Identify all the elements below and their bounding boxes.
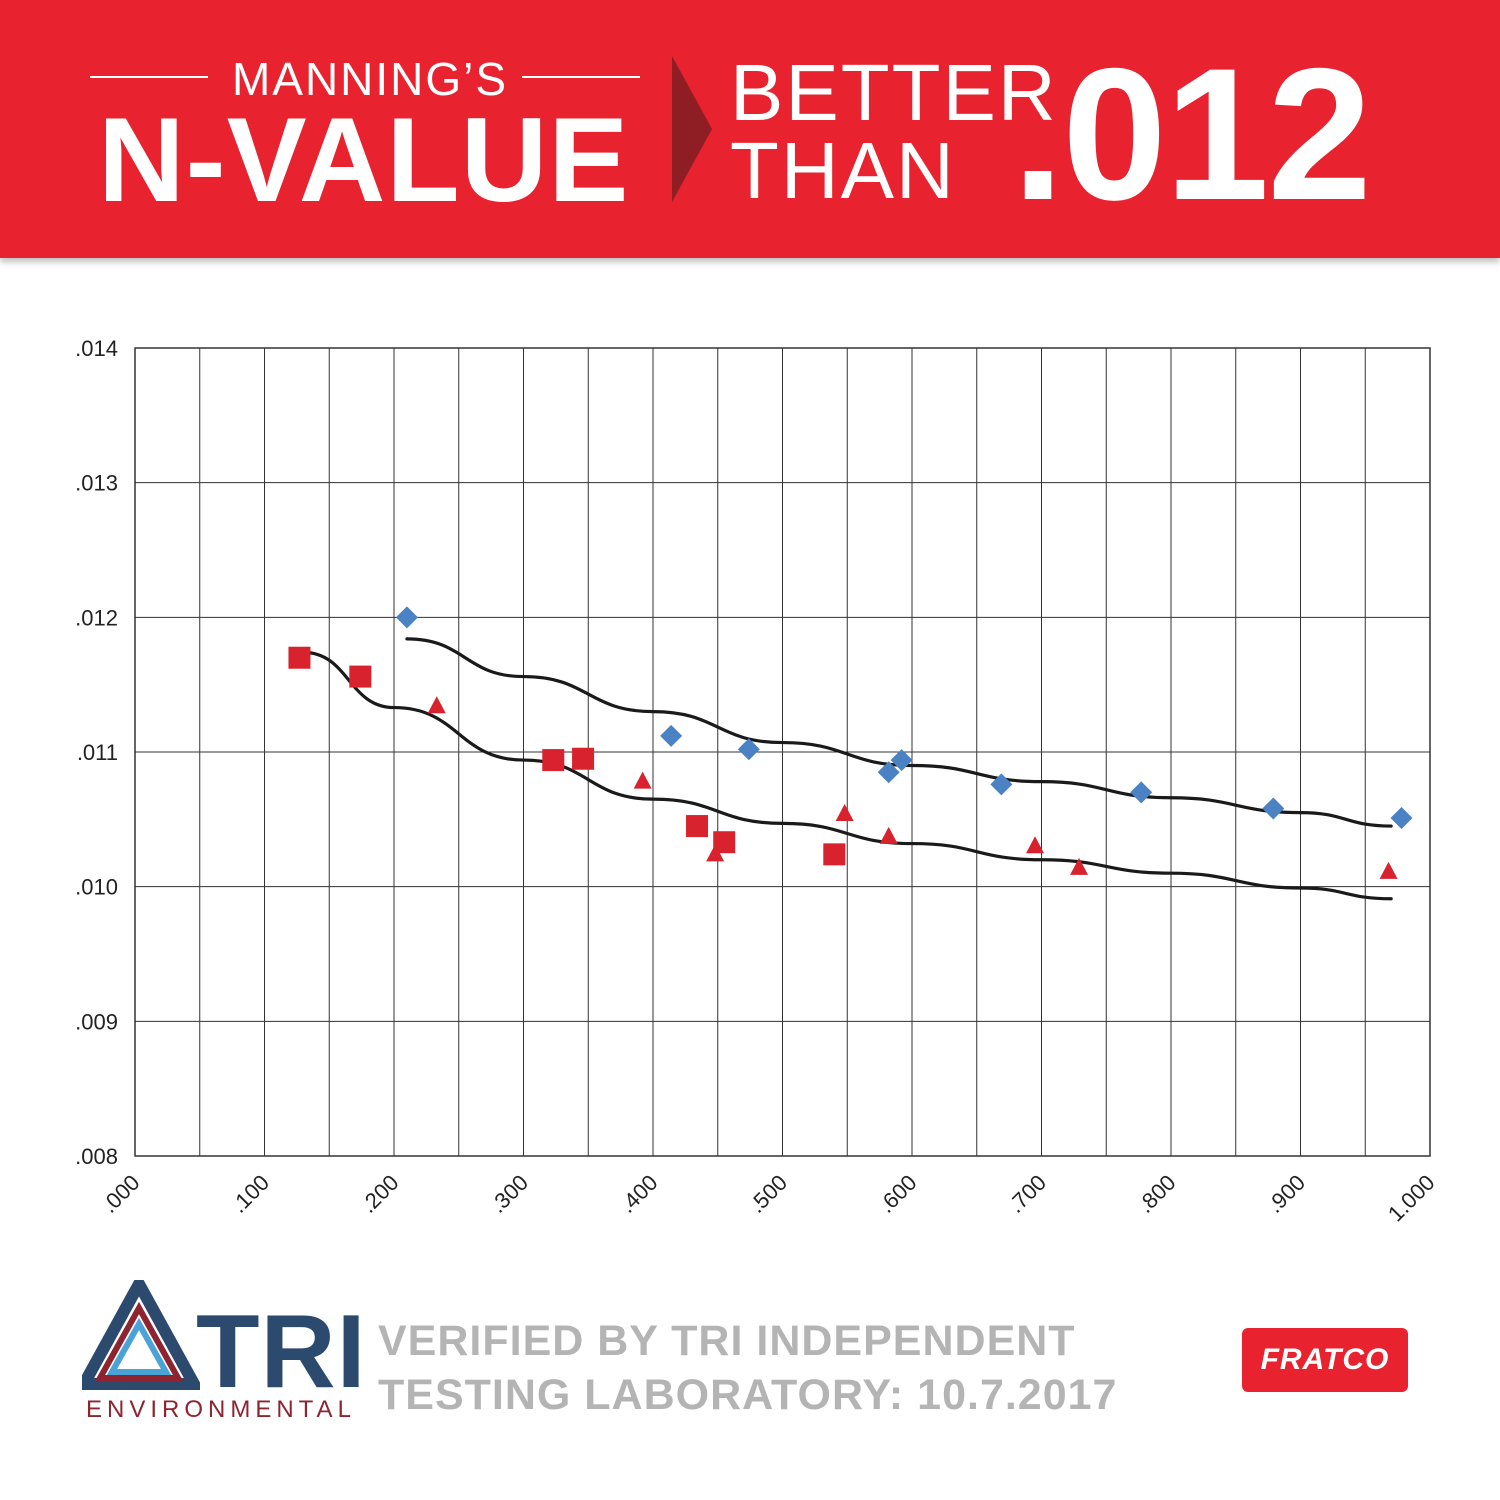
x-tick-label: .900 — [1262, 1170, 1310, 1218]
x-tick-label: .000 — [97, 1170, 145, 1218]
data-point-triangle — [835, 803, 854, 821]
x-tick-label: .100 — [226, 1170, 274, 1218]
x-tick-label: .300 — [485, 1170, 533, 1218]
trendline — [405, 637, 1393, 828]
data-point-diamond — [877, 761, 900, 784]
chevron-right-icon — [672, 56, 712, 202]
data-point-diamond — [395, 606, 418, 629]
data-point-square — [686, 815, 709, 838]
logo-tri-text: TRI — [196, 1294, 367, 1410]
data-point-square — [349, 665, 372, 688]
header-rule-left — [90, 76, 208, 78]
x-tick-label: 1.000 — [1383, 1170, 1440, 1227]
header-value: .012 — [1012, 29, 1372, 239]
trendline — [301, 650, 1393, 901]
x-axis-ticks: .000 .100 .200 .300 .400 .500 .600 .700 .800 .900… — [97, 1170, 1440, 1227]
y-axis-ticks: .008 .009 .010 .011 .012 .013 .014 — [75, 336, 118, 1169]
chart-grid — [134, 347, 1431, 1157]
verification-note: VERIFIED BY TRI INDEPENDENT TESTING LABO… — [378, 1314, 1117, 1422]
verification-line-1: VERIFIED BY TRI INDEPENDENT — [378, 1317, 1076, 1365]
data-point-triangle — [633, 771, 652, 789]
data-point-triangle — [706, 844, 725, 862]
fratco-logo: FRATCO — [1242, 1328, 1408, 1392]
y-tick-label: .010 — [75, 875, 118, 900]
data-point-diamond — [660, 724, 683, 747]
data-point-square — [542, 749, 565, 772]
data-point-square — [288, 646, 311, 669]
data-point-square — [713, 831, 736, 854]
x-tick-label: .400 — [615, 1170, 663, 1218]
y-tick-label: .012 — [75, 605, 118, 630]
y-tick-label: .009 — [75, 1009, 118, 1034]
header-better: BETTER — [730, 48, 1058, 137]
x-tick-label: .800 — [1133, 1170, 1181, 1218]
title-banner: MANNING’S N-VALUE BETTER THAN .012 — [0, 0, 1500, 258]
data-point-diamond — [1390, 806, 1413, 829]
y-tick-label: .013 — [75, 471, 118, 496]
data-point-diamond — [737, 738, 760, 761]
data-point-square — [572, 747, 595, 770]
data-point-diamond — [1262, 797, 1285, 820]
data-points — [288, 606, 1413, 879]
header-rule-right — [522, 76, 640, 78]
header-comparison: BETTER THAN — [730, 48, 1058, 215]
data-point-diamond — [1130, 781, 1153, 804]
tri-logo-icon — [82, 1280, 200, 1390]
x-tick-label: .700 — [1003, 1170, 1051, 1218]
header-than: THAN — [730, 126, 956, 215]
verification-line-2: TESTING LABORATORY: 10.7.2017 — [378, 1371, 1118, 1419]
data-point-triangle — [1070, 857, 1089, 875]
header-title: N-VALUE — [98, 93, 630, 227]
x-tick-label: .600 — [874, 1170, 922, 1218]
header-kicker: MANNING’S — [231, 53, 509, 105]
logo-environmental-text: ENVIRONMENTAL — [86, 1396, 356, 1423]
data-point-triangle — [1379, 861, 1398, 879]
data-point-square — [823, 843, 846, 866]
x-tick-label: .500 — [744, 1170, 792, 1218]
n-value-chart: .008 .009 .010 .011 .012 .013 .014 .000 .100 .20… — [75, 336, 1440, 1227]
y-tick-label: .014 — [75, 336, 118, 361]
y-tick-label: .011 — [77, 740, 118, 765]
data-point-triangle — [879, 826, 898, 844]
data-point-triangle — [1026, 836, 1045, 854]
y-tick-label: .008 — [75, 1144, 118, 1169]
x-tick-label: .200 — [356, 1170, 404, 1218]
data-point-diamond — [890, 749, 913, 772]
data-point-diamond — [990, 773, 1013, 796]
trendlines — [301, 637, 1393, 901]
data-point-triangle — [427, 696, 446, 714]
